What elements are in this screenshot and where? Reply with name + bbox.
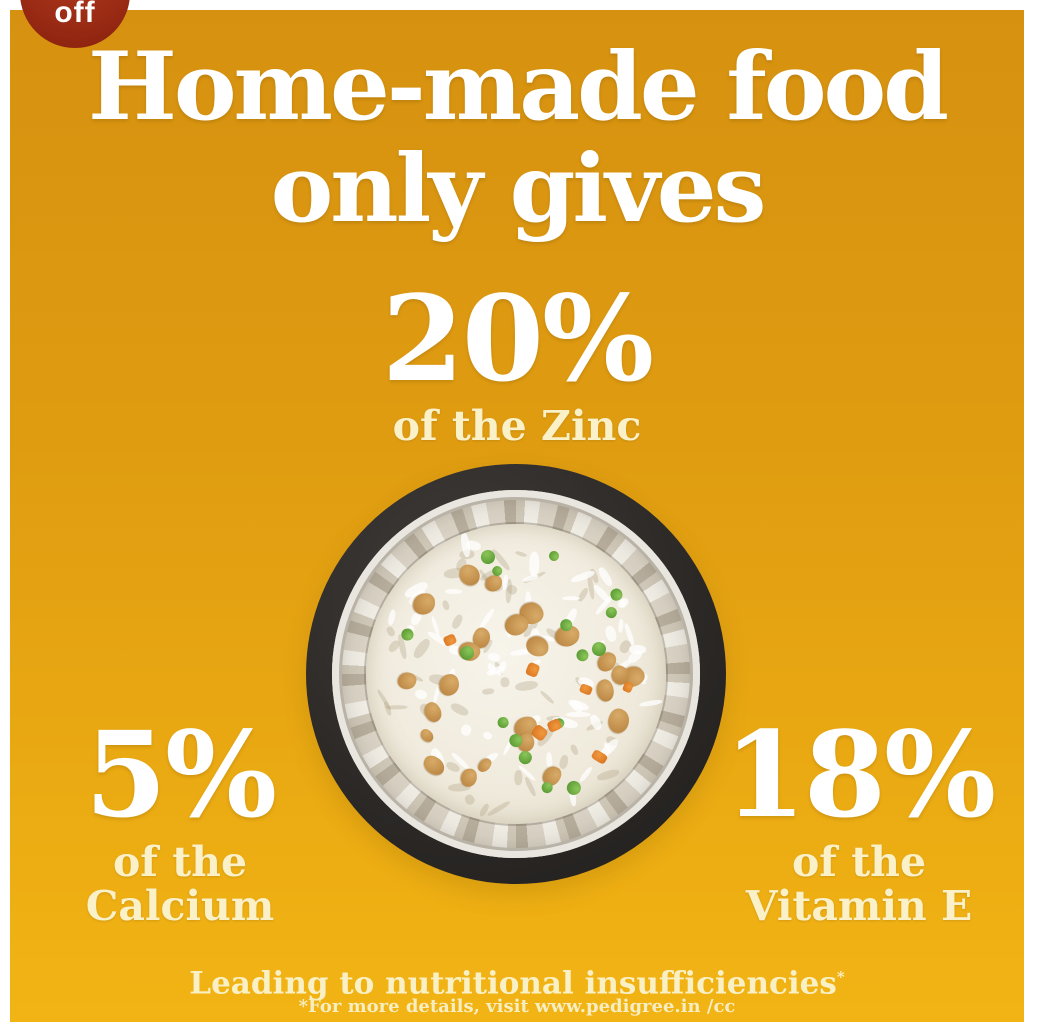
stat-vitamin-e: 18% of the Vitamin E — [704, 705, 1014, 930]
headline-line-1: Home-made food — [88, 32, 949, 142]
rice-grain-hi — [460, 723, 473, 736]
rice-grain-sh — [514, 679, 539, 692]
carrot-bit — [524, 661, 541, 679]
rice-grain-sh — [448, 701, 470, 719]
stat-calcium-label: of the Calcium — [85, 838, 275, 930]
rice-grain-sh — [385, 625, 396, 638]
pea — [573, 646, 591, 664]
footnote-asterisk: * — [836, 968, 845, 986]
headline-line-2: only gives — [270, 134, 767, 244]
rice-grain-hi — [638, 699, 663, 708]
rice-grain-hi — [604, 624, 618, 643]
rice-grain-sh — [539, 689, 555, 705]
rice-grain-hi — [387, 608, 397, 626]
stat-calcium-value: 5% — [84, 705, 277, 844]
rice-grain-hi — [597, 565, 615, 589]
stat-vitamin-e-label: of the Vitamin E — [745, 838, 973, 930]
chicken-bit — [456, 562, 483, 588]
footer-claim: Leading to nutritional insufficiencies* — [10, 960, 1024, 1000]
footer-disclaimer: *For more details, visit www.pedigree.in… — [298, 996, 736, 1017]
rice-grain-sh — [569, 743, 580, 757]
chicken-bit — [413, 592, 436, 615]
pea — [516, 748, 535, 767]
rice-grain-sh — [514, 769, 523, 786]
bowl-food — [366, 524, 666, 824]
rice-grain-hi — [529, 551, 540, 577]
rice-grain-sh — [463, 793, 477, 806]
rice-grain-hi — [414, 688, 429, 701]
stat-zinc-label: of the Zinc — [392, 402, 642, 450]
footer-claim-text: Leading to nutritional insufficiencies — [189, 965, 837, 1002]
rice-grain-hi — [561, 595, 580, 601]
rice-grain-sh — [595, 768, 620, 783]
stat-calcium: 5% of the Calcium — [30, 705, 330, 930]
chicken-bit — [460, 768, 478, 787]
chicken-bit — [417, 727, 436, 745]
rice-grain-sh — [481, 687, 495, 695]
rice-grain-hi — [477, 606, 496, 630]
discount-badge-label: off — [54, 0, 96, 29]
rice-grain-hi — [444, 589, 463, 595]
headline: Home-made food only gives — [10, 36, 1024, 240]
rice-grain-hi — [617, 618, 624, 633]
chicken-bit — [396, 670, 419, 692]
rice-grain-sh — [577, 587, 590, 603]
rice-grain-sh — [486, 799, 511, 818]
rice-grain-hi — [522, 574, 540, 584]
rice-grain-hi — [566, 711, 591, 718]
rice-grain-sh — [558, 754, 569, 770]
rice-grain-hi — [487, 652, 501, 663]
pea — [546, 548, 561, 563]
rice-grain-sh — [440, 599, 450, 611]
pea — [497, 716, 510, 728]
rice-grain-sh — [450, 613, 465, 630]
rice-grain-sh — [500, 676, 510, 688]
rice-grain-sh — [411, 636, 433, 660]
chicken-bit — [525, 636, 549, 658]
dog-food-bowl — [306, 464, 726, 884]
stat-vitamin-e-value: 18% — [723, 705, 996, 844]
rice-grain-hi — [578, 765, 593, 783]
poster-background: Home-made food only gives 20% of the Zin… — [10, 10, 1024, 1022]
stat-zinc: 20% of the Zinc — [10, 269, 1024, 450]
chicken-bit — [419, 752, 448, 779]
chicken-bit — [603, 705, 634, 737]
rice-grain-hi — [481, 730, 493, 741]
stat-zinc-value: 20% — [381, 269, 654, 408]
rice-grain-sh — [514, 550, 528, 558]
